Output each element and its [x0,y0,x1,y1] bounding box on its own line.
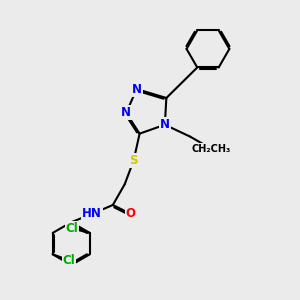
Text: S: S [129,154,138,167]
Text: Cl: Cl [63,254,75,267]
Text: HN: HN [82,207,102,220]
Text: Cl: Cl [66,222,78,235]
Text: N: N [132,82,142,96]
Text: CH₂CH₃: CH₂CH₃ [191,143,231,154]
Text: N: N [121,106,131,119]
Text: O: O [126,207,136,220]
Text: N: N [160,118,170,131]
